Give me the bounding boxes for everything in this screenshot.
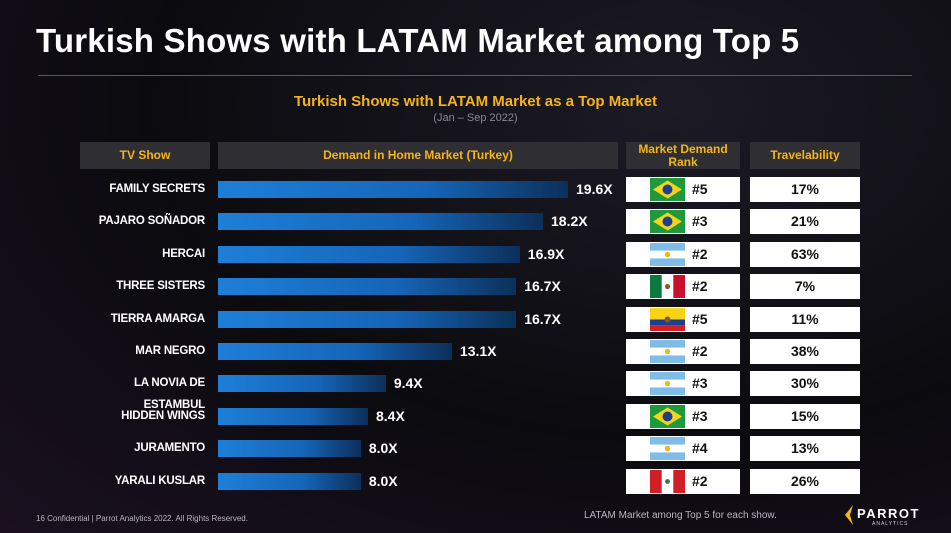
brazil-flag-icon [650, 210, 685, 234]
market-rank-value: #5 [692, 310, 708, 327]
category-label: THREE SISTERS [116, 280, 205, 293]
bar-value-label: 8.0X [368, 440, 398, 457]
argentina-flag-icon [650, 340, 685, 363]
travelability-value: 13% [750, 436, 860, 462]
title-divider [38, 75, 912, 76]
argentina-flag-icon [650, 372, 685, 396]
demand-bar [218, 472, 361, 490]
travelability-value: 11% [750, 306, 860, 332]
bar-value-label: 16.9X [527, 245, 565, 262]
demand-bar [218, 310, 517, 328]
demand-bar [218, 407, 368, 425]
mexico-flag-icon [650, 275, 685, 299]
category-label: TIERRA AMARGA [110, 312, 205, 325]
market-rank-value: #5 [692, 181, 708, 197]
category-label: YARALI KUSLAR [114, 474, 205, 487]
market-rank-value: #2 [692, 472, 708, 489]
chart-title: Turkish Shows with LATAM Market as a Top… [293, 93, 658, 110]
category-label: LA NOVIA DE ESTAMBUL [133, 377, 205, 412]
demand-bar [218, 440, 361, 458]
category-label: JURAMENTO [134, 442, 205, 455]
travelability-value: 7% [750, 274, 860, 300]
market-rank-value: #4 [692, 440, 708, 457]
market-rank-value: #2 [692, 278, 708, 295]
demand-bar [218, 375, 386, 393]
travelability-value: 38% [750, 339, 860, 364]
header-demand: Demand in Home Market (Turkey) [218, 142, 618, 169]
header-travelability: Travelability [750, 142, 860, 169]
market-rank-value: #2 [692, 245, 708, 262]
category-label: FAMILY SECRETS [109, 183, 205, 195]
travelability-value: 15% [750, 403, 860, 429]
logo-subtext: ANALYTICS [872, 521, 909, 527]
travelability-value: 21% [750, 209, 860, 235]
argentina-flag-icon [650, 437, 685, 461]
footer-confidential: 16 Confidential | Parrot Analytics 2022.… [36, 514, 248, 523]
demand-bar [218, 278, 517, 296]
peru-flag-icon [650, 469, 685, 493]
travelability-value: 26% [750, 468, 860, 494]
bar-value-label: 18.2X [551, 213, 588, 230]
page-title: Turkish Shows with LATAM Market among To… [36, 22, 800, 59]
ecuador-flag-icon [650, 307, 685, 331]
parrot-logo: PARROT ANALYTICS [843, 505, 923, 529]
demand-bar [218, 213, 543, 231]
argentina-flag-icon [650, 242, 685, 266]
category-label: PAJARO SOÑADOR [98, 215, 205, 228]
brazil-flag-icon [650, 404, 685, 428]
market-rank-value: #3 [692, 407, 708, 424]
bar-value-label: 8.0X [368, 472, 398, 489]
demand-bar [218, 343, 452, 360]
travelability-value: 30% [750, 371, 860, 397]
bar-value-label: 13.1X [459, 343, 497, 359]
demand-bar [218, 181, 568, 198]
bar-value-label: 16.7X [524, 310, 561, 327]
category-label: MAR NEGRO [135, 345, 205, 357]
chart-subtitle: (Jan – Sep 2022) [433, 112, 518, 124]
logo-text: PARROT [857, 506, 920, 521]
bar-value-label: 8.4X [376, 407, 405, 424]
travelability-value: 17% [750, 177, 860, 202]
bar-value-label: 16.7X [524, 278, 561, 295]
market-rank-value: #2 [692, 343, 708, 359]
footer-note: LATAM Market among Top 5 for each show. [584, 510, 777, 521]
header-market-rank: Market Demand Rank [626, 142, 740, 169]
category-label: HERCAI [162, 247, 205, 260]
market-rank-value: #3 [692, 375, 708, 392]
brazil-flag-icon [650, 178, 685, 201]
bar-value-label: 19.6X [576, 181, 613, 197]
market-rank-value: #3 [692, 213, 708, 230]
demand-bar [218, 245, 520, 263]
parrot-bird-icon [845, 505, 853, 525]
bar-value-label: 9.4X [393, 375, 423, 392]
header-tv-show: TV Show [80, 142, 210, 169]
travelability-value: 63% [750, 241, 860, 267]
category-label: HIDDEN WINGS [121, 409, 205, 422]
